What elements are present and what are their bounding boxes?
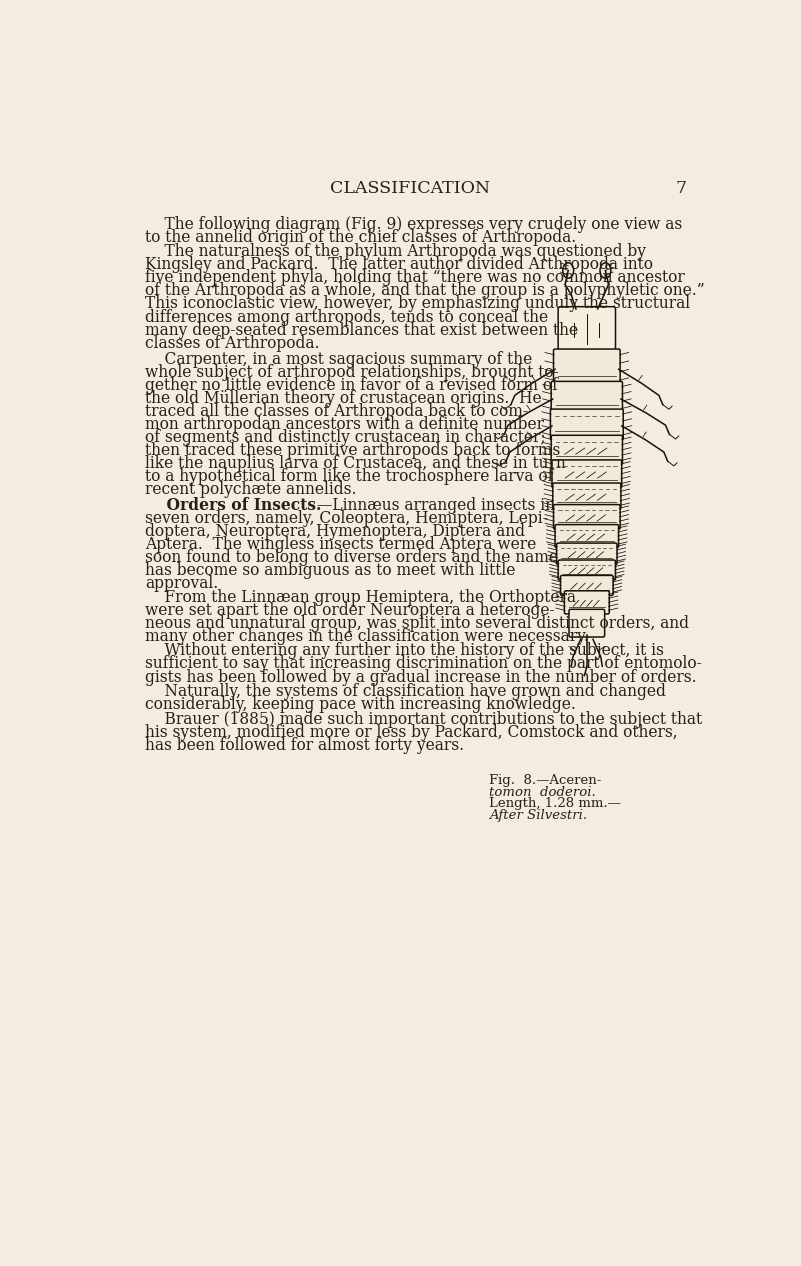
Text: Without entering any further into the history of the subject, it is: Without entering any further into the hi… bbox=[145, 642, 664, 660]
Text: Carpenter, in a most sagacious summary of the: Carpenter, in a most sagacious summary o… bbox=[145, 351, 533, 367]
Text: seven orders, namely, Coleoptera, Hemiptera, Lepi-: seven orders, namely, Coleoptera, Hemipt… bbox=[145, 510, 548, 527]
Text: CLASSIFICATION: CLASSIFICATION bbox=[331, 180, 490, 196]
Text: classes of Arthropoda.: classes of Arthropoda. bbox=[145, 335, 320, 352]
FancyBboxPatch shape bbox=[565, 591, 610, 614]
Text: his system, modified more or less by Packard, Comstock and others,: his system, modified more or less by Pac… bbox=[145, 724, 678, 741]
Text: the old Müllerian theory of crustacean origins.  He: the old Müllerian theory of crustacean o… bbox=[145, 390, 541, 406]
Text: many deep-seated resemblances that exist between the: many deep-seated resemblances that exist… bbox=[145, 322, 578, 339]
FancyBboxPatch shape bbox=[569, 609, 605, 637]
Text: whole subject of arthropod relationships, brought to-: whole subject of arthropod relationships… bbox=[145, 363, 559, 381]
Text: Kingsley and Packard.  The latter author divided Arthropoda into: Kingsley and Packard. The latter author … bbox=[145, 256, 653, 273]
FancyBboxPatch shape bbox=[561, 576, 614, 595]
Text: like the nauplius larva of Crustacea, and these in turn: like the nauplius larva of Crustacea, an… bbox=[145, 456, 566, 472]
Text: gists has been followed by a gradual increase in the number of orders.: gists has been followed by a gradual inc… bbox=[145, 668, 697, 686]
Text: Orders of Insects.: Orders of Insects. bbox=[145, 496, 321, 514]
FancyBboxPatch shape bbox=[551, 436, 622, 465]
Text: mon arthropodan ancestors with a definite number: mon arthropodan ancestors with a definit… bbox=[145, 417, 544, 433]
FancyBboxPatch shape bbox=[555, 524, 618, 548]
Text: traced all the classes of Arthropoda back to com-: traced all the classes of Arthropoda bac… bbox=[145, 403, 528, 420]
Text: to the annelid origin of the chief classes of Arthropoda.: to the annelid origin of the chief class… bbox=[145, 229, 577, 246]
Text: were set apart the old order Neuroptera a heteroge-: were set apart the old order Neuroptera … bbox=[145, 601, 555, 619]
Text: to a hypothetical form like the trochosphere larva of: to a hypothetical form like the trochosp… bbox=[145, 468, 553, 485]
Text: tomon  doderoi.: tomon doderoi. bbox=[489, 786, 596, 799]
Text: has become so ambiguous as to meet with little: has become so ambiguous as to meet with … bbox=[145, 562, 516, 580]
Text: approval.: approval. bbox=[145, 576, 219, 592]
Text: Naturally, the systems of classification have grown and changed: Naturally, the systems of classification… bbox=[145, 684, 666, 700]
Text: The naturalness of the phylum Arthropoda was questioned by: The naturalness of the phylum Arthropoda… bbox=[145, 243, 646, 260]
Text: From the Linnæan group Hemiptera, the Orthoptera: From the Linnæan group Hemiptera, the Or… bbox=[145, 589, 576, 605]
Ellipse shape bbox=[600, 263, 611, 279]
FancyBboxPatch shape bbox=[553, 349, 620, 386]
Text: recent polychæte annelids.: recent polychæte annelids. bbox=[145, 481, 356, 499]
FancyBboxPatch shape bbox=[553, 484, 621, 509]
Text: —Linnæus arranged insects in: —Linnæus arranged insects in bbox=[317, 496, 555, 514]
Text: differences among arthropods, tends to conceal the: differences among arthropods, tends to c… bbox=[145, 309, 548, 327]
Text: has been followed for almost forty years.: has been followed for almost forty years… bbox=[145, 737, 465, 755]
Text: considerably, keeping pace with increasing knowledge.: considerably, keeping pace with increasi… bbox=[145, 696, 576, 713]
Text: doptera, Neuroptera, Hymenoptera, Diptera and: doptera, Neuroptera, Hymenoptera, Dipter… bbox=[145, 523, 525, 541]
FancyBboxPatch shape bbox=[550, 409, 623, 439]
FancyBboxPatch shape bbox=[557, 543, 617, 565]
FancyBboxPatch shape bbox=[553, 505, 620, 529]
FancyBboxPatch shape bbox=[558, 560, 615, 580]
Text: of the Arthropoda as a whole, and that the group is a polyphyletic one.”: of the Arthropoda as a whole, and that t… bbox=[145, 282, 705, 299]
Text: many other changes in the classification were necessary.: many other changes in the classification… bbox=[145, 628, 589, 644]
Text: Brauer (1885) made such important contributions to the subject that: Brauer (1885) made such important contri… bbox=[145, 711, 702, 728]
Text: After Silvestri.: After Silvestri. bbox=[489, 809, 587, 822]
Text: of segments and distinctly crustacean in character;: of segments and distinctly crustacean in… bbox=[145, 429, 545, 446]
Text: This iconoclastic view, however, by emphasizing unduly the structural: This iconoclastic view, however, by emph… bbox=[145, 295, 690, 313]
Text: Fig.  8.—Aceren-: Fig. 8.—Aceren- bbox=[489, 774, 602, 787]
Text: 7: 7 bbox=[676, 180, 686, 196]
Text: neous and unnatural group, was split into several distinct orders, and: neous and unnatural group, was split int… bbox=[145, 615, 689, 632]
FancyBboxPatch shape bbox=[551, 381, 622, 414]
Text: five independent phyla, holding that “there was no common ancestor: five independent phyla, holding that “th… bbox=[145, 268, 685, 286]
FancyBboxPatch shape bbox=[552, 460, 622, 487]
Text: gether no little evidence in favor of a revised form of: gether no little evidence in favor of a … bbox=[145, 377, 558, 394]
Text: then traced these primitive arthropods back to forms: then traced these primitive arthropods b… bbox=[145, 442, 561, 460]
FancyBboxPatch shape bbox=[558, 306, 615, 352]
Text: sufficient to say that increasing discrimination on the part of entomolo-: sufficient to say that increasing discri… bbox=[145, 656, 702, 672]
Text: soon found to belong to diverse orders and the name: soon found to belong to diverse orders a… bbox=[145, 549, 558, 566]
Ellipse shape bbox=[563, 263, 574, 279]
Text: Aptera.  The wingless insects termed Aptera were: Aptera. The wingless insects termed Apte… bbox=[145, 536, 537, 553]
Text: Length, 1.28 mm.—: Length, 1.28 mm.— bbox=[489, 798, 621, 810]
Text: The following diagram (Fig. 9) expresses very crudely one view as: The following diagram (Fig. 9) expresses… bbox=[145, 215, 682, 233]
